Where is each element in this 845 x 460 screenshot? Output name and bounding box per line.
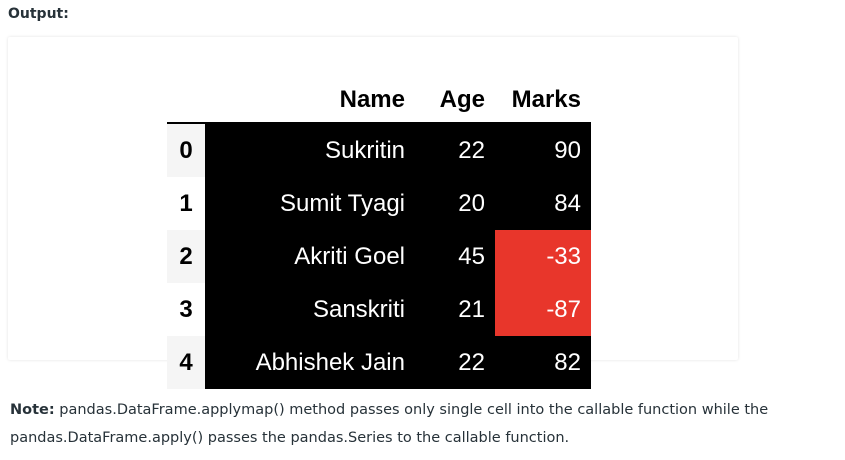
cell-age: 22 [415, 336, 495, 389]
note-paragraph: Note: pandas.DataFrame.applymap() method… [10, 396, 830, 452]
note-label: Note: [10, 402, 55, 418]
note-text: pandas.DataFrame.applymap() method passe… [10, 402, 769, 446]
table-row: 2 Akriti Goel 45 -33 [167, 230, 591, 283]
output-label: Output: [8, 6, 69, 22]
output-panel: Name Age Marks 0 Sukritin 22 90 1 Sumit Tyagi… [8, 37, 738, 389]
cell-marks: 84 [495, 177, 591, 230]
cell-marks: 90 [495, 123, 591, 177]
cell-name: Sanskriti [205, 283, 415, 336]
cell-name: Sumit Tyagi [205, 177, 415, 230]
table-row: 1 Sumit Tyagi 20 84 [167, 177, 591, 230]
table-row: 3 Sanskriti 21 -87 [167, 283, 591, 336]
cell-marks: -87 [495, 283, 591, 336]
cell-age: 20 [415, 177, 495, 230]
cell-name: Akriti Goel [205, 230, 415, 283]
row-index: 0 [167, 123, 205, 177]
cell-name: Abhishek Jain [205, 336, 415, 389]
row-index: 3 [167, 283, 205, 336]
cell-marks: -33 [495, 230, 591, 283]
row-index: 2 [167, 230, 205, 283]
index-header [167, 77, 205, 124]
column-header-marks: Marks [495, 77, 591, 124]
cell-marks: 82 [495, 336, 591, 389]
cell-age: 22 [415, 123, 495, 177]
row-index: 4 [167, 336, 205, 389]
table-body: 0 Sukritin 22 90 1 Sumit Tyagi 20 84 2 Akriti Goe… [167, 123, 591, 389]
column-header-name: Name [205, 77, 415, 124]
column-header-age: Age [415, 77, 495, 124]
table-row: 4 Abhishek Jain 22 82 [167, 336, 591, 389]
cell-name: Sukritin [205, 123, 415, 177]
cell-age: 21 [415, 283, 495, 336]
cell-age: 45 [415, 230, 495, 283]
table-header-row: Name Age Marks [167, 77, 591, 124]
table-row: 0 Sukritin 22 90 [167, 123, 591, 177]
dataframe-table: Name Age Marks 0 Sukritin 22 90 1 Sumit Tyagi… [167, 77, 591, 389]
row-index: 1 [167, 177, 205, 230]
